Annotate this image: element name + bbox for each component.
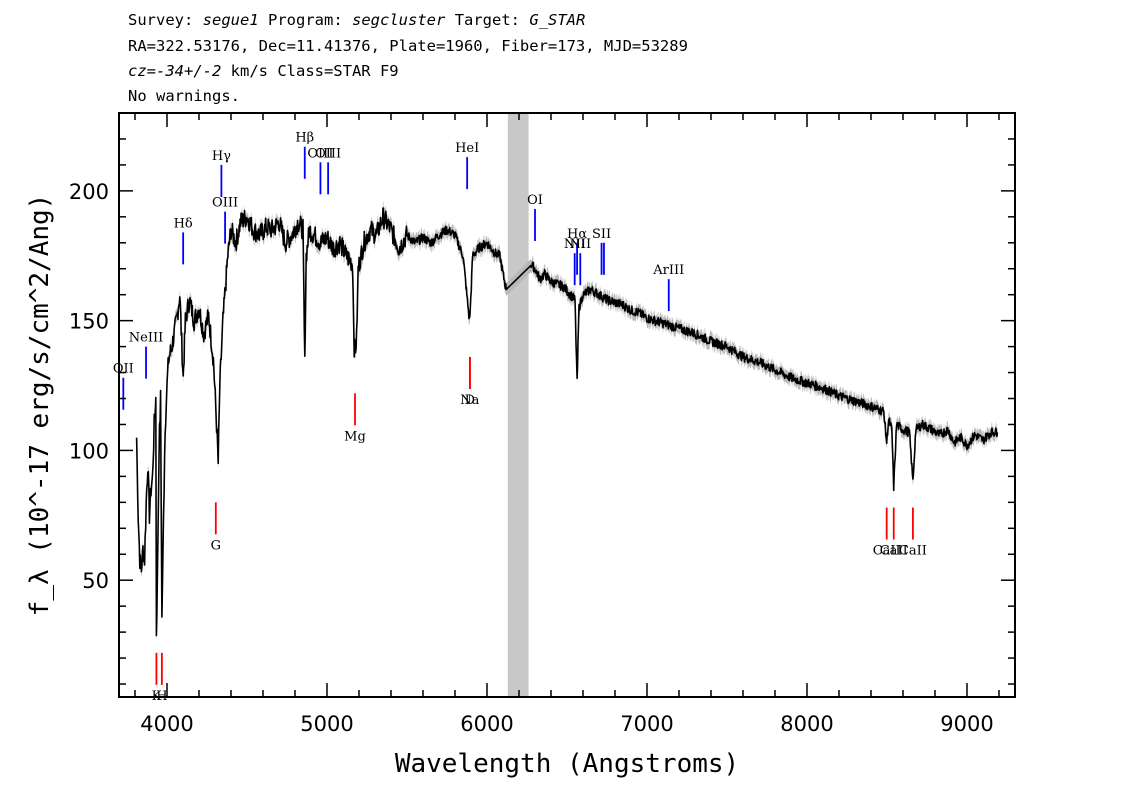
cz-label: cz= xyxy=(128,62,156,80)
y-tick-label: 150 xyxy=(69,310,109,334)
y-tick-label: 100 xyxy=(69,439,109,463)
x-tick-label: 7000 xyxy=(620,712,673,736)
program-value: segcluster xyxy=(352,11,446,29)
spectral-line-label: HeI xyxy=(455,141,479,156)
spectral-line-label: OIII xyxy=(315,146,341,161)
x-tick-label: 6000 xyxy=(460,712,513,736)
cz-value: -34+/-2 xyxy=(156,62,222,80)
spectral-line-label: OIII xyxy=(212,196,238,211)
spectral-line-label: CaII xyxy=(873,544,901,559)
spectral-line-label: Mg xyxy=(344,429,366,444)
header-line-1: Survey: segue1 Program: segcluster Targe… xyxy=(128,11,585,29)
survey-label: Survey: xyxy=(128,11,194,29)
error-band xyxy=(136,201,998,643)
program-label: Program: xyxy=(268,11,343,29)
spectral-line-label: CaII xyxy=(880,544,908,559)
cz-rest: km/s Class=STAR F9 xyxy=(221,62,399,80)
spectral-line-label: OII xyxy=(113,362,134,377)
spectral-line-label: G xyxy=(211,538,221,553)
spectral-line-label: NeIII xyxy=(129,331,163,346)
spectral-line-label: Hβ xyxy=(295,131,314,146)
x-tick-label: 4000 xyxy=(140,712,193,736)
spectral-line-label: Hδ xyxy=(174,216,193,231)
y-axis-title: f_λ (10^-17 erg/s/cm^2/Ang) xyxy=(25,194,55,617)
spectral-line-label: Hα xyxy=(567,227,587,242)
header-line-4: No warnings. xyxy=(128,87,240,105)
spectral-line-label: Na xyxy=(460,393,479,408)
target-label: Target: xyxy=(454,11,521,29)
x-tick-label: 8000 xyxy=(780,712,833,736)
spectral-line-label: NII xyxy=(564,237,586,252)
spectral-line-label: ArIII xyxy=(652,263,684,278)
plot-frame xyxy=(118,112,1016,698)
x-tick-label: 5000 xyxy=(300,712,353,736)
spectral-line-label: D xyxy=(465,393,475,408)
spectrum-line xyxy=(135,207,999,637)
header-line-3: cz=-34+/-2 km/s Class=STAR F9 xyxy=(128,62,399,80)
spectral-line-label: OIII xyxy=(307,146,333,161)
axes: 4000 5000 6000 7000 8000 9000 50 100 150 200 Wavel… xyxy=(25,112,1016,779)
header-line-2: RA=322.53176, Dec=11.41376, Plate=1960, … xyxy=(128,37,688,55)
masked-region xyxy=(507,113,529,697)
spectral-line-label: NII xyxy=(569,237,591,252)
x-tick-label: 9000 xyxy=(940,712,993,736)
spectral-line-label: OI xyxy=(527,193,543,208)
spectral-line-label: Hγ xyxy=(212,149,231,164)
survey-value: segue1 xyxy=(202,11,259,29)
y-tick-label: 50 xyxy=(82,569,109,593)
target-value: G_STAR xyxy=(529,11,586,29)
y-tick-label: 200 xyxy=(69,180,109,204)
spectral-line-label: CaII xyxy=(899,544,927,559)
spectral-line-label: SII xyxy=(592,227,611,242)
x-axis-title: Wavelength (Angstroms) xyxy=(395,749,739,779)
